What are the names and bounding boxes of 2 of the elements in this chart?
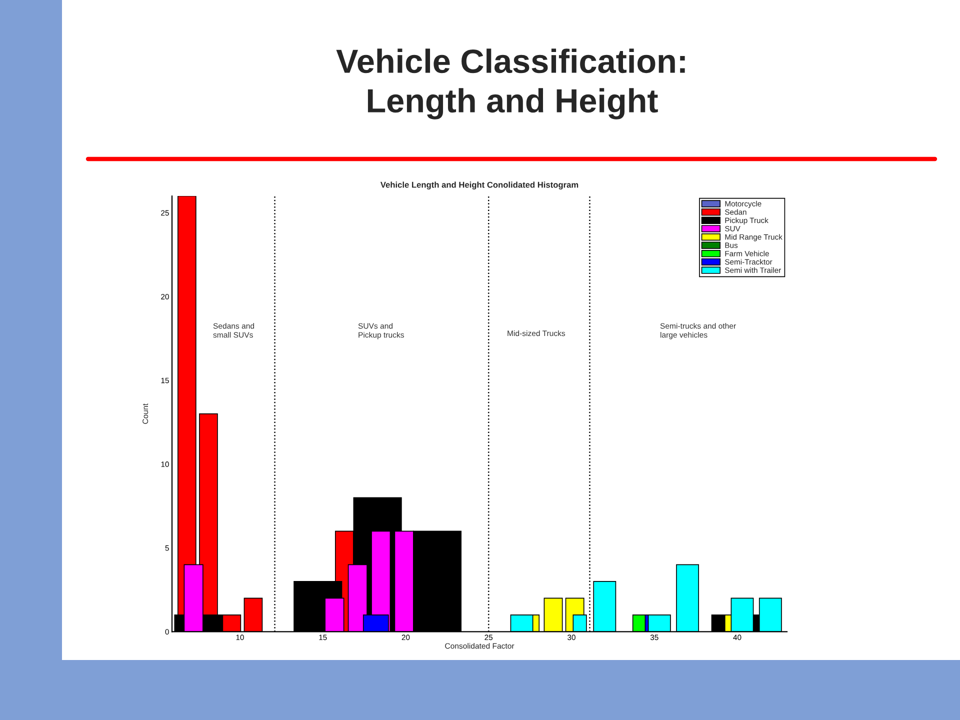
chart-subtitle: Vehicle Length and Height Conolidated Histogram — [380, 182, 578, 190]
chart-title: Vehicle Classification: Length and Height — [336, 48, 685, 120]
